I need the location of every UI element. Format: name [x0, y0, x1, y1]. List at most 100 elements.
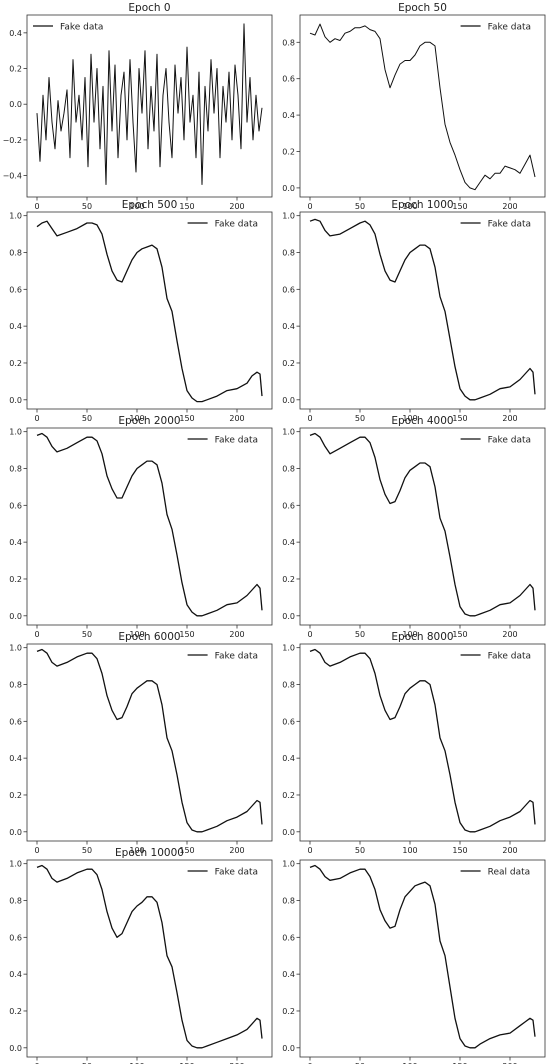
y-tick-label: 1.0 [9, 644, 22, 653]
x-tick-label: 200 [502, 630, 517, 639]
y-tick-label: 0.4 [282, 111, 295, 120]
y-tick-label: 0.0 [282, 828, 295, 837]
y-tick-label: 0.4 [282, 538, 295, 547]
x-tick-label: 200 [229, 414, 244, 423]
y-tick-label: 1.0 [282, 212, 295, 221]
x-tick-label: 100 [402, 1062, 417, 1064]
x-tick-label: 0 [307, 846, 312, 855]
y-tick-label: 1.0 [9, 428, 22, 437]
legend-label: Fake data [215, 220, 258, 230]
y-tick-label: 0.8 [282, 681, 295, 690]
x-tick-label: 50 [355, 1062, 365, 1064]
y-tick-label: 0.8 [282, 249, 295, 258]
x-tick-label: 50 [355, 846, 365, 855]
y-tick-label: 1.0 [282, 644, 295, 653]
x-tick-label: 150 [452, 414, 467, 423]
legend-label: Fake data [215, 652, 258, 662]
subplot-3: Epoch 500 0.0 0.2 0.4 0.6 0.8 1.0 0 50 100 150 200 F… [9, 199, 273, 423]
y-tick-label: 0.6 [282, 933, 295, 942]
x-tick-label: 50 [82, 414, 92, 423]
plot-frame [299, 427, 546, 626]
y-tick-label: 0.0 [9, 828, 22, 837]
x-tick-label: 150 [179, 202, 194, 211]
y-tick-label: 0.2 [282, 791, 295, 800]
x-tick-label: 200 [502, 1062, 517, 1064]
plot-frame [299, 643, 546, 842]
subplot-10: 0.0 0.2 0.4 0.6 0.8 1.0 0 50 100 150 200 Real data [282, 859, 546, 1064]
series-line [36, 648, 263, 833]
x-tick-label: 50 [355, 630, 365, 639]
y-tick-label: 0.4 [9, 538, 22, 547]
x-tick-label: 100 [129, 630, 144, 639]
plot-frame [26, 859, 273, 1058]
y-tick-label: 0.4 [9, 754, 22, 763]
y-tick-label: 0.2 [282, 575, 295, 584]
legend-label: Real data [488, 868, 531, 878]
y-tick-label: 0.8 [9, 249, 22, 258]
x-tick-label: 150 [452, 202, 467, 211]
x-tick-label: 100 [129, 1062, 144, 1064]
subplot-title: Epoch 10000 [115, 847, 184, 859]
y-tick-label: −0.2 [3, 136, 22, 145]
x-tick-label: 150 [452, 630, 467, 639]
x-tick-label: 150 [179, 414, 194, 423]
legend-label: Fake data [488, 220, 531, 230]
series-line [309, 218, 536, 401]
legend-label: Fake data [488, 652, 531, 662]
subplot-5: Epoch 2000 0.0 0.2 0.4 0.6 0.8 1.0 0 50 100 150 200… [9, 415, 273, 639]
x-tick-label: 200 [229, 1062, 244, 1064]
plot-frame [26, 643, 273, 842]
legend-label: Fake data [215, 436, 258, 446]
y-tick-label: 0.4 [9, 29, 22, 38]
x-tick-label: 150 [179, 1062, 194, 1064]
y-tick-label: 0.6 [9, 285, 22, 294]
subplot-title: Epoch 6000 [118, 631, 180, 643]
subplot-title: Epoch 4000 [391, 415, 453, 427]
subplot-1: Epoch 0 −0.4 −0.2 0.0 0.2 0.4 0 50 100 150 200 Fake… [3, 2, 273, 211]
legend-label: Fake data [60, 23, 103, 33]
y-tick-label: −0.4 [3, 172, 22, 181]
x-tick-label: 0 [307, 414, 312, 423]
y-tick-label: 0.0 [282, 184, 295, 193]
x-tick-label: 100 [402, 846, 417, 855]
y-tick-label: 1.0 [9, 212, 22, 221]
subplot-8: Epoch 8000 0.0 0.2 0.4 0.6 0.8 1.0 0 50 100 150 200… [282, 631, 546, 855]
y-tick-label: 0.6 [9, 933, 22, 942]
subplot-7: Epoch 6000 0.0 0.2 0.4 0.6 0.8 1.0 0 50 100 150 200… [9, 631, 273, 855]
x-tick-label: 50 [82, 630, 92, 639]
subplot-9: Epoch 10000 0.0 0.2 0.4 0.6 0.8 1.0 0 50 100 150 20… [9, 847, 273, 1064]
y-tick-label: 0.2 [9, 1007, 22, 1016]
y-tick-label: 1.0 [9, 860, 22, 869]
x-tick-label: 150 [179, 630, 194, 639]
x-tick-label: 100 [402, 202, 417, 211]
y-tick-label: 0.0 [9, 100, 22, 109]
plot-frame [299, 14, 546, 198]
y-tick-label: 0.4 [9, 322, 22, 331]
y-tick-label: 0.0 [9, 1044, 22, 1053]
y-tick-label: 0.4 [9, 970, 22, 979]
x-tick-label: 50 [82, 1062, 92, 1064]
x-tick-label: 0 [307, 202, 312, 211]
subplot-title: Epoch 500 [122, 199, 178, 211]
series-line [36, 23, 263, 185]
plot-frame [26, 211, 273, 410]
y-tick-label: 0.8 [9, 681, 22, 690]
y-tick-label: 0.8 [9, 465, 22, 474]
x-tick-label: 100 [402, 414, 417, 423]
y-tick-label: 0.0 [9, 396, 22, 405]
y-tick-label: 0.2 [282, 148, 295, 157]
x-tick-label: 50 [82, 202, 92, 211]
x-tick-label: 50 [355, 414, 365, 423]
y-tick-label: 0.6 [9, 501, 22, 510]
x-tick-label: 50 [82, 846, 92, 855]
x-tick-label: 0 [34, 414, 39, 423]
x-tick-label: 100 [129, 202, 144, 211]
y-tick-label: 0.4 [282, 754, 295, 763]
x-tick-label: 50 [355, 202, 365, 211]
y-tick-label: 0.6 [282, 717, 295, 726]
y-tick-label: 0.6 [282, 75, 295, 84]
y-tick-label: 0.6 [282, 501, 295, 510]
y-tick-label: 0.8 [282, 38, 295, 47]
y-tick-label: 0.2 [9, 791, 22, 800]
